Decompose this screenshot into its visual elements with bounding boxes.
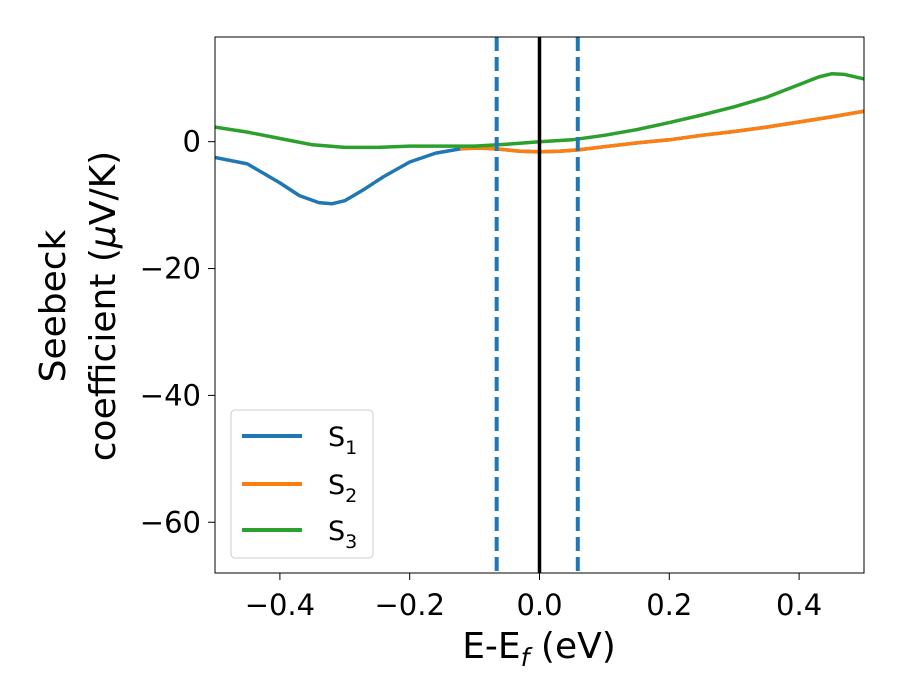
x-tick-label: 0.4 xyxy=(776,588,822,622)
series-line-s2 xyxy=(459,109,864,154)
x-tick-label: 0.2 xyxy=(646,588,692,622)
x-tick-label: −0.2 xyxy=(374,588,444,622)
y-axis-title-mu: μ xyxy=(83,225,124,249)
x-axis-title-unit: (eV) xyxy=(529,626,615,667)
legend-label-s3-sub: 3 xyxy=(345,531,357,553)
legend-label-s3-name: S xyxy=(328,516,345,547)
y-tick-label: −60 xyxy=(140,505,201,539)
legend-label-s3: S3 xyxy=(328,516,357,553)
x-tick-label: −0.4 xyxy=(245,588,315,622)
series-line-s3 xyxy=(215,72,864,150)
y-tick-label: −40 xyxy=(140,378,201,412)
y-tick-label: 0 xyxy=(183,125,201,159)
y-axis-title-line2-text: coefficient ( xyxy=(83,248,124,461)
x-axis-title-main: E-E xyxy=(462,626,520,667)
legend-label-s2: S2 xyxy=(328,470,357,507)
y-axis-title-unit: V/K) xyxy=(83,151,124,225)
legend: S1 S2 S3 xyxy=(230,409,374,559)
legend-label-s1-sub: 1 xyxy=(345,437,357,459)
x-axis-title: E-Ef (eV) xyxy=(462,626,616,672)
y-tick-label: −20 xyxy=(140,252,201,286)
y-axis-title-line1: Seebeck xyxy=(33,229,74,382)
legend-label-s2-sub: 2 xyxy=(345,485,357,507)
legend-label-s1-name: S xyxy=(328,422,345,453)
y-axis-title: Seebeck coefficient (μV/K) xyxy=(33,151,124,461)
x-tick-label: 0.0 xyxy=(516,588,562,622)
y-axis-title-line2: coefficient (μV/K) xyxy=(83,151,124,461)
legend-label-s1: S1 xyxy=(328,422,357,459)
legend-label-s2-name: S xyxy=(328,470,345,501)
